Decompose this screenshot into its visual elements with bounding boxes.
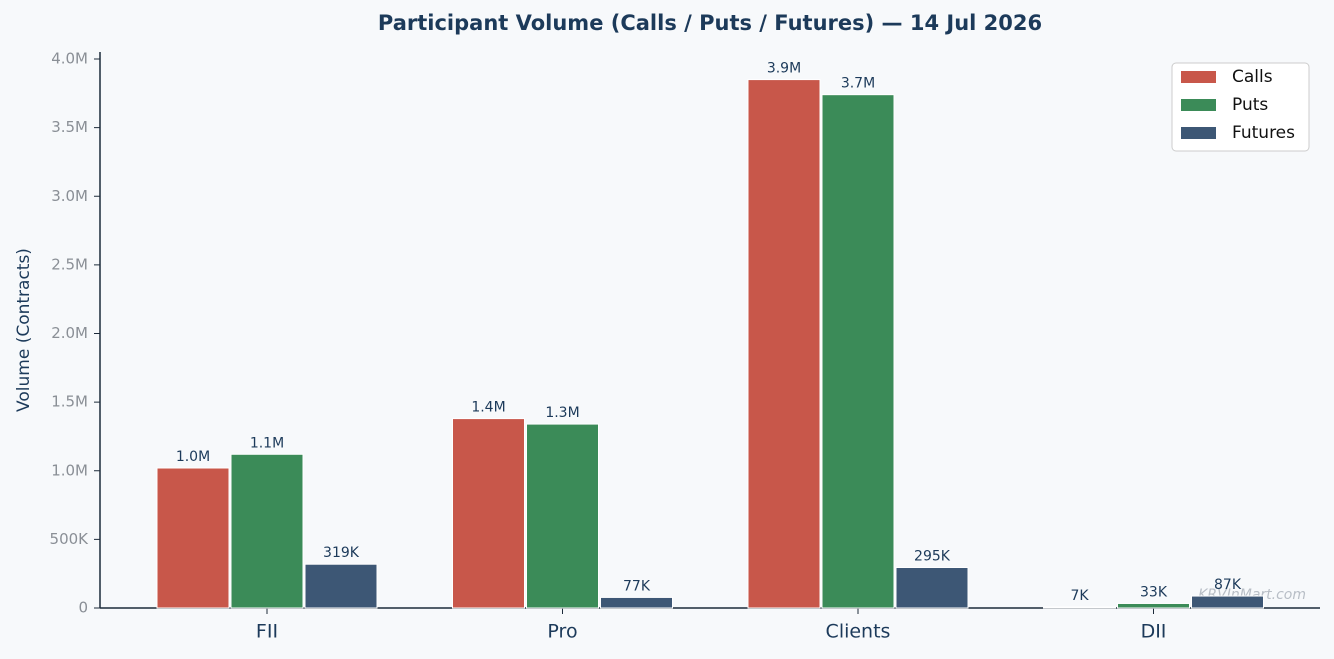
y-tick-label: 4.0M [51,50,88,68]
bar [304,563,378,609]
x-tick-label: Pro [547,621,577,643]
x-tick-label: Clients [826,621,891,643]
value-label: 7K [1070,588,1089,604]
y-axis-label: Volume (Contracts) [14,248,34,412]
value-label: 1.4M [471,400,505,416]
bar [747,79,821,609]
bar [821,94,895,609]
chart-title: Participant Volume (Calls / Puts / Futur… [378,11,1042,35]
legend-label: Futures [1232,123,1295,143]
value-label: 1.0M [176,449,210,465]
legend-label: Puts [1232,95,1268,115]
y-tick-label: 0 [78,599,88,617]
value-label: 295K [914,549,951,565]
bar [1043,606,1116,609]
bar [526,423,599,609]
bar [1191,595,1264,609]
y-tick-label: 2.0M [51,324,88,342]
y-tick-label: 3.5M [51,118,88,136]
legend-swatch [1181,99,1216,111]
bar [600,596,673,609]
bar [1117,602,1190,609]
bar [895,567,969,609]
legend-swatch [1181,71,1216,83]
y-tick-label: 500K [50,530,90,548]
x-tick-label: FII [256,621,278,643]
y-tick-label: 1.5M [51,393,88,411]
value-label: 3.7M [841,76,875,92]
value-label: 319K [323,545,360,561]
value-label: 87K [1214,577,1242,593]
bar [156,467,230,609]
y-tick-label: 1.0M [51,461,88,479]
value-label: 1.3M [545,405,579,421]
value-label: 3.9M [767,61,801,77]
value-label: 33K [1140,584,1168,600]
x-tick-label: DII [1141,621,1167,643]
y-tick-label: 2.5M [51,255,88,273]
y-tick-label: 3.0M [51,187,88,205]
value-label: 1.1M [250,435,284,451]
value-label: 77K [623,578,651,594]
legend-swatch [1181,127,1216,139]
legend-label: Calls [1232,67,1273,87]
bar [230,453,304,609]
bar [452,418,525,609]
